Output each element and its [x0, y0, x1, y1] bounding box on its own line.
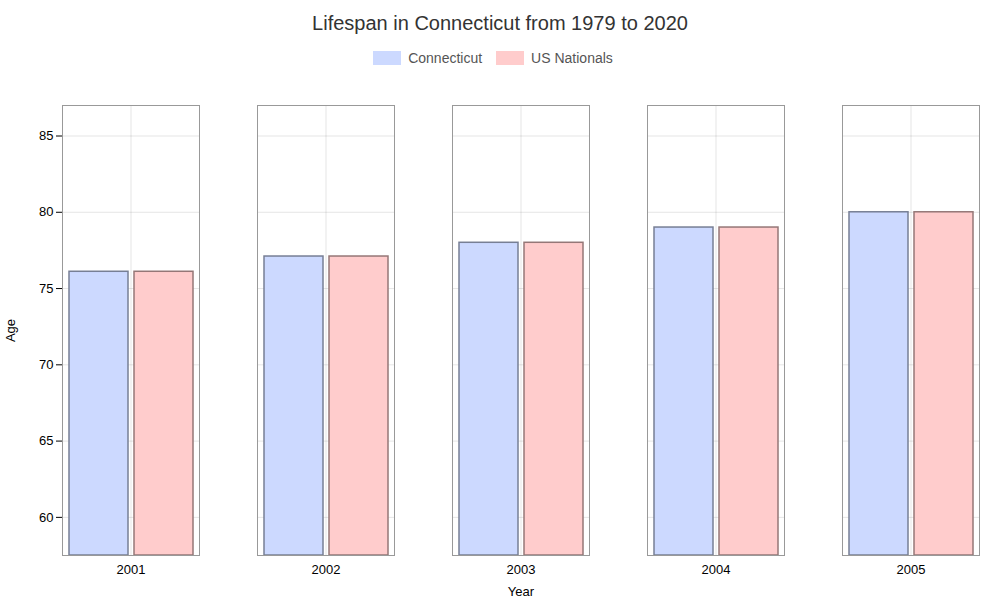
svg-text:2004: 2004	[702, 562, 731, 577]
svg-text:85: 85	[39, 128, 53, 143]
svg-text:Year: Year	[508, 584, 535, 599]
svg-text:65: 65	[39, 433, 53, 448]
svg-text:2001: 2001	[117, 562, 146, 577]
svg-text:60: 60	[39, 510, 53, 525]
svg-text:2003: 2003	[507, 562, 536, 577]
svg-text:80: 80	[39, 204, 53, 219]
svg-text:70: 70	[39, 357, 53, 372]
svg-text:Age: Age	[3, 319, 18, 342]
html-text:Lifespan in Connecticut from 1: Lifespan in Connecticut from 1979 to 202…	[312, 12, 688, 34]
svg-text:2002: 2002	[312, 562, 341, 577]
svg-text:75: 75	[39, 281, 53, 296]
svg-text:2005: 2005	[897, 562, 926, 577]
html-text:US Nationals: US Nationals	[531, 49, 613, 66]
html-text:Connecticut: Connecticut	[408, 49, 483, 66]
